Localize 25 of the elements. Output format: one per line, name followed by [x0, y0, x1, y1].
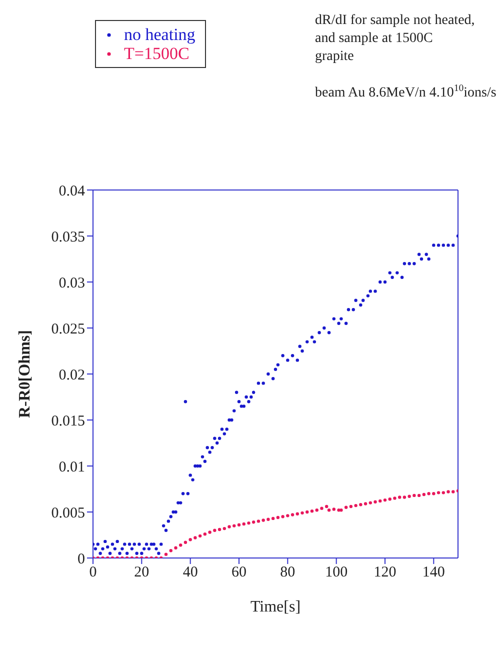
x-tick-label: 100	[325, 564, 348, 581]
y-tick-label: 0.025	[51, 321, 85, 338]
legend-label: T=1500C	[124, 44, 190, 63]
x-tick-label: 120	[374, 564, 396, 581]
x-tick-label: 140	[422, 564, 445, 581]
x-tick-label: 60	[232, 564, 246, 581]
y-tick-label: 0.03	[58, 275, 85, 292]
text: and sample at 1500C	[315, 31, 433, 46]
x-tick-label: 40	[182, 564, 198, 581]
text: dR/dI for sample not heated,	[315, 13, 475, 28]
y-tick-label: 0.04	[58, 183, 86, 200]
y-tick-label: 0.02	[58, 367, 85, 384]
y-axis-title: R-R0[Ohms]	[16, 330, 34, 418]
y-tick-label: 0.015	[51, 413, 85, 430]
y-tick-label: 0.01	[58, 459, 85, 476]
y-tick-label: 0	[78, 551, 85, 568]
legend-label: no heating	[124, 25, 196, 44]
x-tick-label: 80	[280, 564, 296, 581]
x-axis-title: Time[s]	[250, 598, 301, 616]
text: grapite	[315, 49, 354, 64]
x-tick-label: 20	[134, 564, 150, 581]
text: beam Au 8.6MeV/n 4.10$^{10}$ions/s	[315, 83, 496, 101]
x-tick-label: 0	[89, 564, 97, 581]
y-tick-label: 0.035	[51, 229, 85, 246]
y-tick-label: 0.005	[51, 505, 85, 522]
